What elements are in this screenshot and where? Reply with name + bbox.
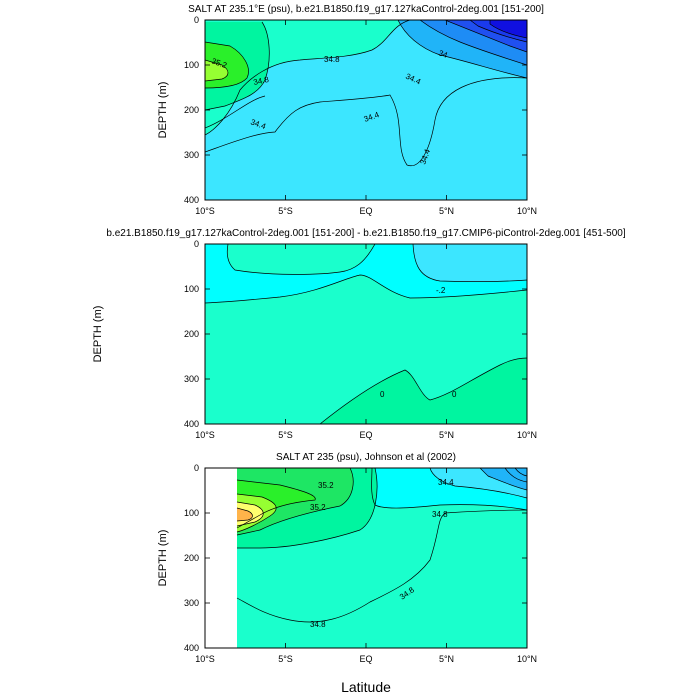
p3-contour-wiggle-1 [504,468,527,483]
p3-xtick-label-4: 10°N [517,654,537,664]
p3-xtick-label-0: 10°S [195,654,215,664]
p1-clab-8: 34 [437,48,449,60]
p2-clab-2: 0 [380,390,385,399]
p3-clab-6: 34.4 [438,478,454,487]
p3-contour-35.6 [236,479,316,529]
p2-fill-pos-0 [205,244,375,275]
panel-1-title: SALT AT 235.1°E (psu), b.e21.B1850.f19_g… [188,4,544,15]
p3-contour-36.2 [236,507,253,522]
p1-contour-35.2-outer [205,21,270,111]
p1-contour-34.4-b [205,95,266,129]
p3-ytick-label-2: 200 [184,553,199,563]
p1-contour-34-c [444,20,527,53]
p1-xtick-label-4: 10°N [517,206,537,216]
p3-contour-34-b [479,468,527,491]
p3-contour-wiggle-2 [514,468,527,477]
p2-ytick-label-3: 300 [184,374,199,384]
p1-contour-35.6 [205,59,229,82]
p3-ytick-label-0: 0 [194,463,199,473]
panel-3: 35.2 35.2 34.8 34.8 34.8 34.4 SALT AT 23… [157,452,537,664]
p3-xtick-label-2: EQ [359,654,372,664]
p2-fill-neg-2 [413,244,527,282]
p1-contour-34-e [489,20,527,39]
p3-xtick-label-1: 5°S [278,654,293,664]
p2-xtick-label-3: 5°N [439,430,454,440]
p2-xtick-label-1: 5°S [278,430,293,440]
p3-ytick-label-4: 400 [184,643,199,653]
p3-contour-36 [236,501,264,527]
p2-clab-1: -.2 [436,286,446,295]
panel-2-axes: 10°S 5°S EQ 5°N 10°N 0 100 200 300 400 [184,239,537,440]
p3-contour-35.2-outer [237,468,378,549]
p3-contour-35.2-inner [236,468,354,536]
p1-clab-2: 34.8 [324,55,340,64]
panel-1-field [205,20,527,200]
panel-2-contour-labels: -.2 0 0 [380,286,457,399]
p1-contour-34-a [397,20,527,79]
panel-1-axes: 10°S 5°S EQ 5°N 10°N 0 100 200 300 400 [184,15,537,216]
p1-xtick-label-2: EQ [359,206,372,216]
p2-xtick-label-2: EQ [359,430,372,440]
p1-ytick-label-3: 300 [184,150,199,160]
p1-fill-34.8 [205,20,527,135]
p2-fill-pos [320,358,527,424]
p2-ytick-label-2: 200 [184,329,199,339]
panel-3-axes: 10°S 5°S EQ 5°N 10°N 0 100 200 300 400 [184,463,537,664]
p1-xtick-label-1: 5°S [278,206,293,216]
panel-2-contours [205,244,527,424]
p1-contour-34-d [469,20,527,43]
p3-fill-34-fresh-2 [480,468,527,490]
p3-ytick-label-1: 100 [184,508,199,518]
panel-1: 35.2 34.8 34.8 34.4 34.4 34.4 34.4 34 SA… [157,4,544,216]
p1-ytick-label-1: 100 [184,60,199,70]
p1-fill-fresh-5 [490,20,527,38]
p3-contour-34 [429,468,527,499]
p2-contour-top [226,244,376,275]
p1-xtick-label-3: 5°N [439,206,454,216]
p3-xtick-label-3: 5°N [439,654,454,664]
p1-contour-34-b [419,20,527,66]
p2-contour-neg-2 [412,244,527,283]
p2-clab-3: 0 [452,390,457,399]
p1-ytick-label-4: 400 [184,195,199,205]
panel-1-ylabel: DEPTH (m) [157,82,169,139]
p3-fill-orange [237,508,253,521]
p1-clab-3: 34.8 [253,75,271,87]
panel-3-field [205,468,527,648]
p3-contour-34.4 [371,468,527,511]
p2-contour-0 [319,357,527,424]
p3-contour-34.8-outer [236,509,527,623]
panel-2-title: b.e21.B1850.f19_g17.127kaControl-2deg.00… [106,228,625,239]
p1-xtick-label-0: 10°S [195,206,215,216]
panel-3-title: SALT AT 235 (psu), Johnson et al (2002) [276,452,456,463]
p2-ytick-label-1: 100 [184,284,199,294]
p3-clab-5: 34.8 [310,620,326,629]
p2-xtick-label-0: 10°S [195,430,215,440]
p3-ytick-label-3: 300 [184,598,199,608]
panel-2-ylabel: DEPTH (m) [92,306,104,363]
p2-ytick-label-4: 400 [184,419,199,429]
p1-contour-35.2-inner [205,41,249,89]
p3-clab-3: 34.8 [432,510,448,519]
panel-2-field [205,244,527,424]
figure-xlabel: Latitude [341,679,391,695]
p3-contour-35.8 [236,493,277,533]
p2-contour-neg-0 [205,274,527,304]
p1-ytick-label-2: 200 [184,105,199,115]
panel-3-ylabel: DEPTH (m) [157,530,169,587]
p3-clab-2: 35.2 [310,503,326,512]
panel-1-contours [205,20,527,167]
p3-clab-1: 35.2 [318,481,334,490]
panel-2: -.2 0 0 b.e21.B1850.f19_g17.127kaControl… [92,228,626,440]
p1-contour-34.8 [205,20,411,136]
panel-3-contours [236,468,527,623]
p1-ytick-label-0: 0 [194,15,199,25]
p1-contour-34.4 [205,77,527,167]
p2-xtick-label-4: 10°N [517,430,537,440]
p2-ytick-label-0: 0 [194,239,199,249]
